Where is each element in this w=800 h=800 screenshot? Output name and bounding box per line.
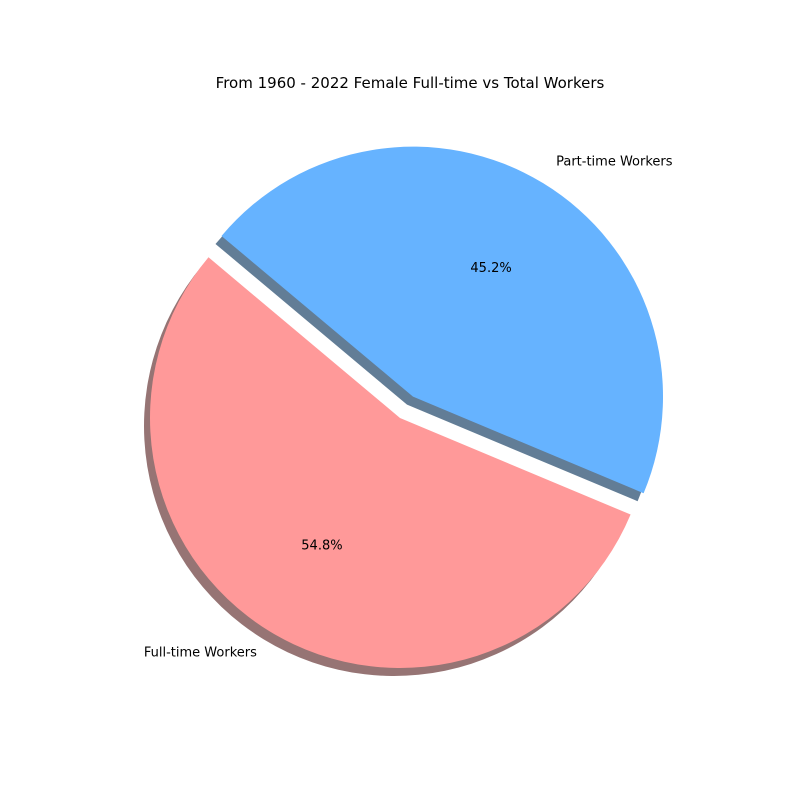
pie-slice-full-time-workers — [150, 257, 631, 668]
slice-percent-part-time-workers: 45.2% — [470, 261, 511, 276]
slice-label-part-time-workers: Part-time Workers — [556, 154, 673, 169]
slice-layer — [150, 146, 664, 668]
chart-title: From 1960 - 2022 Female Full-time vs Tot… — [216, 74, 605, 92]
slice-label-full-time-workers: Full-time Workers — [144, 645, 257, 660]
label-layer: Full-time Workers 54.8% Part-time Workers 4… — [144, 154, 673, 660]
slice-percent-full-time-workers: 54.8% — [301, 539, 342, 554]
pie-slice-part-time-workers — [221, 146, 664, 494]
